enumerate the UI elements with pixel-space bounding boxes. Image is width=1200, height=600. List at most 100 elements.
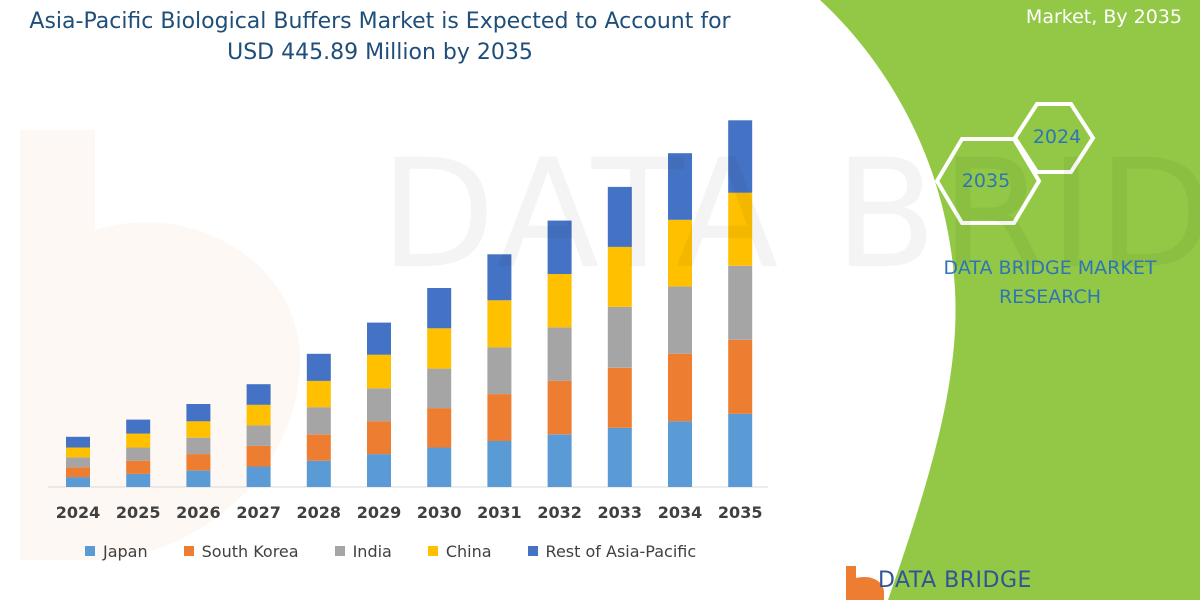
legend-label-rest: Rest of Asia-Pacific [545, 541, 697, 561]
bar-segment-2033-rest-of-asia-pacific [607, 186, 632, 247]
bar-segment-2029-china [367, 354, 391, 389]
legend-item-china: China [427, 541, 492, 561]
x-ticks-group: 2024 2025 2026 2027 2028 2029 2030 2031 2032 2033… [56, 503, 763, 522]
bar-segment-2031-india [487, 347, 512, 395]
logo-watermark [20, 130, 300, 560]
bar-segment-2024-south-korea [66, 467, 90, 478]
hexagon-2035-icon [934, 137, 1042, 225]
bar-segment-2033-india [607, 306, 632, 368]
x-tick-label-2035: 2035 [718, 503, 763, 522]
bar-segment-2026-japan [186, 470, 211, 487]
bar-segment-2027-china [246, 404, 271, 426]
bar-segment-2029-rest-of-asia-pacific [367, 322, 391, 355]
bar-segment-2034-china [668, 219, 692, 287]
brand-name: DATA BRIDGE MARKET RESEARCH [900, 254, 1200, 312]
bar-segment-2030-japan [427, 447, 452, 487]
bar-segment-2034-south-korea [668, 353, 692, 422]
bar-segment-2024-rest-of-asia-pacific [66, 436, 90, 448]
bar-segment-2024-china [66, 447, 90, 458]
bar-segment-2028-india [306, 407, 331, 435]
bar-segment-2032-rest-of-asia-pacific [547, 220, 572, 274]
bar-segment-2033-japan [607, 427, 632, 487]
bar-segment-2028-china [306, 380, 331, 408]
bar-segment-2030-rest-of-asia-pacific [427, 288, 452, 329]
bar-segment-2035-south-korea [728, 339, 753, 414]
x-tick-label-2034: 2034 [658, 503, 703, 522]
bar-segment-2027-rest-of-asia-pacific [246, 384, 271, 405]
bar-segment-2026-south-korea [186, 454, 211, 471]
bar-segment-2025-japan [126, 473, 151, 487]
legend-item-rest: Rest of Asia-Pacific [527, 541, 697, 561]
bar-segment-2027-india [246, 425, 271, 446]
hex-year-2035: 2035 [961, 170, 1011, 192]
x-tick-label-2025: 2025 [116, 503, 161, 522]
legend-label-south-korea: South Korea [201, 541, 299, 561]
bar-segment-2025-rest-of-asia-pacific [126, 419, 151, 434]
legend-item-india: India [334, 541, 392, 561]
bar-segment-2032-japan [547, 434, 572, 487]
bar-segment-2030-china [427, 328, 452, 369]
x-tick-label-2028: 2028 [297, 503, 342, 522]
bar-segment-2027-japan [246, 466, 271, 487]
bar-segment-2031-rest-of-asia-pacific [487, 254, 512, 301]
legend-label-china: China [445, 541, 492, 561]
bar-segment-2033-china [607, 246, 632, 307]
legend-item-south-korea: South Korea [183, 541, 299, 561]
legend-label-japan: Japan [103, 541, 148, 561]
bar-segment-2026-rest-of-asia-pacific [186, 404, 211, 422]
legend-swatch-india [334, 546, 345, 556]
legend-swatch-japan [85, 546, 95, 556]
bar-segment-2024-india [66, 457, 90, 468]
bar-segment-2032-india [547, 327, 572, 381]
bar-segment-2033-south-korea [607, 367, 632, 428]
legend-swatch-china [427, 546, 438, 556]
bar-segment-2030-south-korea [427, 408, 452, 448]
bar-segment-2025-china [126, 433, 151, 448]
x-tick-label-2026: 2026 [176, 503, 221, 522]
x-tick-label-2031: 2031 [477, 503, 522, 522]
bar-segment-2031-south-korea [487, 394, 512, 441]
x-tick-label-2024: 2024 [56, 503, 101, 522]
x-tick-label-2032: 2032 [537, 503, 582, 522]
bar-segment-2029-south-korea [367, 421, 391, 455]
bar-segment-2031-japan [487, 441, 512, 487]
bar-segment-2026-india [186, 437, 211, 455]
legend-label-india: India [352, 541, 392, 561]
bar-segment-2029-japan [367, 454, 391, 487]
bar-segment-2028-south-korea [306, 434, 331, 461]
bar-segment-2025-south-korea [126, 460, 151, 474]
bar-segment-2032-china [547, 274, 572, 328]
bar-segment-2035-japan [728, 413, 753, 487]
bar-segment-2034-india [668, 286, 692, 354]
bar-segment-2027-south-korea [246, 445, 271, 467]
bar-segment-2032-south-korea [547, 380, 572, 435]
bar-segment-2028-japan [306, 460, 331, 487]
hexagon-2024-icon [1012, 102, 1096, 174]
bar-segment-2035-india [728, 265, 753, 340]
chart-title-line1: Asia-Pacific Biological Buffers Market i… [29, 9, 731, 34]
logo-icon [846, 566, 884, 600]
legend-swatch-south-korea [183, 546, 194, 556]
legend-item-japan: Japan [85, 542, 148, 561]
bar-segment-2028-rest-of-asia-pacific [306, 353, 331, 381]
green-panel [820, 0, 1200, 600]
chart-title-line2: USD 445.89 Million by 2035 [227, 40, 533, 65]
bar-segment-2034-japan [668, 421, 692, 487]
x-tick-label-2029: 2029 [357, 503, 402, 522]
legend-swatch-rest [527, 546, 538, 556]
x-tick-label-2030: 2030 [417, 503, 462, 522]
bar-segment-2030-india [427, 368, 452, 409]
chart-legend: Japan South Korea India China Rest of As… [85, 540, 732, 562]
x-tick-label-2033: 2033 [598, 503, 643, 522]
brand-name-line2: RESEARCH [998, 286, 1102, 308]
bar-segment-2024-japan [66, 477, 90, 487]
bar-segment-2035-rest-of-asia-pacific [728, 120, 753, 193]
chart-title: Asia-Pacific Biological Buffers Market i… [20, 6, 740, 68]
bar-segment-2034-rest-of-asia-pacific [668, 153, 692, 220]
bar-segment-2031-china [487, 300, 512, 348]
logo-text: DATA BRIDGE [878, 568, 1032, 593]
bar-segment-2029-india [367, 388, 391, 422]
bars-group [66, 120, 753, 487]
bar-segment-2035-china [728, 192, 753, 266]
